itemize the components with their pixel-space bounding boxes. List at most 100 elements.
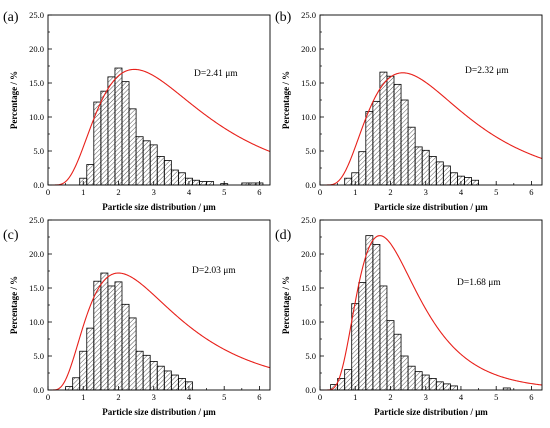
x-axis-title: Particle size distribution / μm xyxy=(374,407,488,417)
y-tick-label: 15.0 xyxy=(29,283,44,293)
chart-panel-1: 0 1 2 3 4 5 6 0.0 5.0 10.0 15.0 20.0 25.0 Particle si… xyxy=(3,10,271,212)
y-tick-label: 20.0 xyxy=(301,44,316,54)
histogram-bar xyxy=(72,377,81,391)
x-tick-label: 4 xyxy=(459,392,464,402)
y-tick-label: 0.0 xyxy=(305,180,316,190)
x-axis-title: Particle size distribution / μm xyxy=(102,407,216,417)
y-tick-label: 25.0 xyxy=(29,215,44,225)
y-axis-title: Percentage / % xyxy=(9,276,19,334)
y-tick-label: 20.0 xyxy=(301,249,316,259)
x-tick-label: 0 xyxy=(318,187,322,197)
histogram-bar xyxy=(400,99,409,186)
histogram-bar xyxy=(135,350,144,391)
panel-label: (c) xyxy=(3,228,19,243)
histogram-bar xyxy=(372,100,381,186)
y-tick-label: 5.0 xyxy=(305,351,316,361)
y-tick-label: 10.0 xyxy=(29,317,44,327)
fit-curve xyxy=(320,72,543,186)
histogram-bar xyxy=(414,146,423,186)
x-tick-label: 5 xyxy=(494,392,498,402)
y-tick-label: 10.0 xyxy=(301,112,316,122)
chart-panel-3: 0 1 2 3 4 5 6 0.0 5.0 10.0 15.0 20.0 25.0 Particle si… xyxy=(3,215,271,417)
histogram-bar xyxy=(393,83,402,186)
x-tick-label: 5 xyxy=(222,187,226,197)
x-tick-label: 1 xyxy=(353,392,357,402)
histogram-bar xyxy=(365,111,374,186)
histogram-bar xyxy=(86,327,95,391)
histogram-bar xyxy=(142,354,151,391)
histogram-bar xyxy=(393,333,402,391)
histogram-bar xyxy=(170,169,179,186)
histogram-bar xyxy=(100,272,109,391)
x-tick-label: 2 xyxy=(116,187,120,197)
histogram-bar xyxy=(199,181,207,186)
x-tick-label: 2 xyxy=(388,392,392,402)
y-tick-label: 5.0 xyxy=(305,146,316,156)
histogram-bar xyxy=(358,151,367,186)
histogram-bar xyxy=(372,244,381,391)
y-tick-label: 0.0 xyxy=(33,180,44,190)
x-tick-label: 4 xyxy=(187,187,192,197)
x-tick-label: 5 xyxy=(494,187,498,197)
x-tick-label: 3 xyxy=(152,187,156,197)
chart-panel-4: 0 1 2 3 4 5 6 0.0 5.0 10.0 15.0 20.0 25.0 Particle si… xyxy=(275,215,543,417)
histogram-bar xyxy=(107,285,116,391)
y-tick-label: 5.0 xyxy=(33,351,44,361)
histogram-bar xyxy=(149,361,158,391)
y-tick-label: 20.0 xyxy=(29,249,44,259)
histogram-bar xyxy=(114,281,123,391)
y-tick-label: 25.0 xyxy=(29,10,44,20)
y-axis-title: Percentage / % xyxy=(281,71,291,129)
histogram-bar xyxy=(121,303,130,391)
histogram-bar xyxy=(206,181,215,186)
y-tick-label: 25.0 xyxy=(301,215,316,225)
histogram-bar xyxy=(435,161,444,186)
histogram-bar xyxy=(471,179,479,186)
mean-diameter-annotation: D=1.68 μm xyxy=(457,278,501,288)
histogram-bar xyxy=(365,235,374,391)
histogram-bar xyxy=(442,383,451,391)
mean-diameter-annotation: D=2.41 μm xyxy=(194,69,238,79)
y-axis-title: Percentage / % xyxy=(9,71,19,129)
histogram-bar xyxy=(358,282,367,391)
histogram-bar xyxy=(128,108,137,186)
y-axis-title: Percentage / % xyxy=(281,276,291,334)
histogram-bar xyxy=(163,370,172,391)
x-tick-label: 6 xyxy=(529,187,533,197)
x-tick-label: 4 xyxy=(459,187,464,197)
histogram-bar xyxy=(163,160,172,186)
mean-diameter-annotation: D=2.32 μm xyxy=(465,66,509,76)
histogram-bar xyxy=(156,156,165,186)
histogram-bar xyxy=(65,386,74,391)
histogram-bar xyxy=(386,75,395,186)
histogram-bar xyxy=(114,67,123,186)
x-tick-label: 0 xyxy=(46,392,50,402)
histogram-bar xyxy=(407,126,416,186)
y-tick-label: 15.0 xyxy=(29,78,44,88)
x-tick-label: 0 xyxy=(318,392,322,402)
y-tick-label: 25.0 xyxy=(301,10,316,20)
histogram-bar xyxy=(192,179,200,186)
y-tick-label: 5.0 xyxy=(33,146,44,156)
histogram-bar xyxy=(407,365,416,391)
histogram-bar xyxy=(414,371,423,391)
x-tick-label: 1 xyxy=(81,392,85,402)
x-tick-label: 2 xyxy=(388,187,392,197)
histogram-bar xyxy=(100,90,109,186)
histogram-bar xyxy=(177,378,186,391)
fit-curve xyxy=(48,68,271,186)
histogram-bar xyxy=(449,385,458,391)
x-axis-title: Particle size distribution / μm xyxy=(374,202,488,212)
histogram-bar xyxy=(344,369,353,391)
histogram-bar xyxy=(170,374,179,391)
x-tick-label: 3 xyxy=(152,392,156,402)
x-tick-label: 6 xyxy=(257,392,261,402)
x-tick-label: 3 xyxy=(424,187,428,197)
chart-panel-2: 0 1 2 3 4 5 6 0.0 5.0 10.0 15.0 20.0 25.0 Particle si… xyxy=(275,10,543,212)
fit-curve xyxy=(320,235,543,391)
histogram-bar xyxy=(428,378,437,391)
histogram-bar xyxy=(177,172,186,186)
histogram-bar xyxy=(386,320,395,391)
x-tick-label: 4 xyxy=(187,392,192,402)
